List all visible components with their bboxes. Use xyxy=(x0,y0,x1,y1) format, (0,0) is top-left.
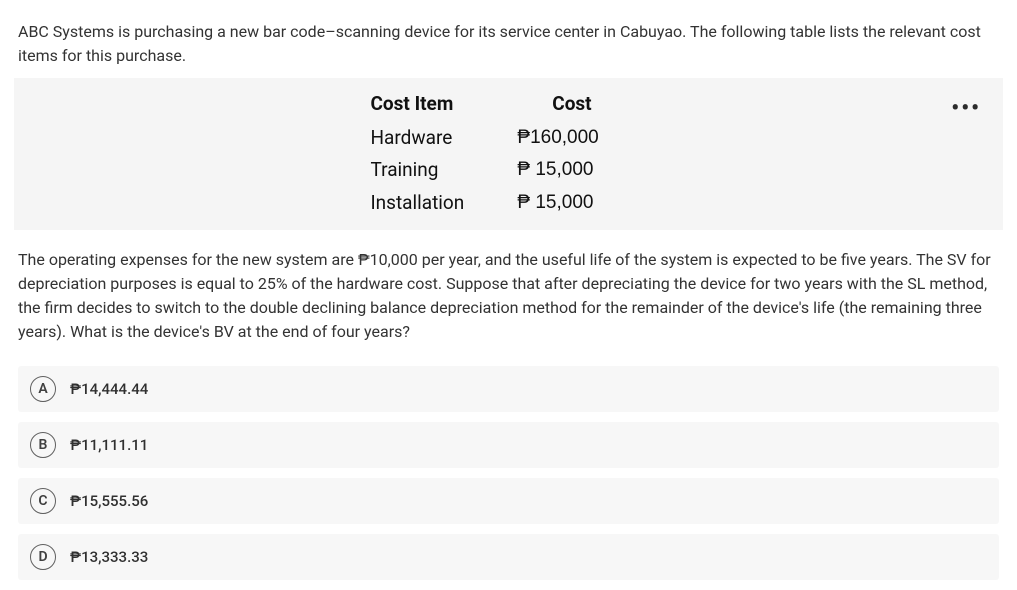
cell-item: Hardware xyxy=(371,123,516,154)
col-header-item: Cost Item xyxy=(371,88,516,121)
cell-cost: ₱ 15,000 xyxy=(517,155,646,186)
cell-cost: ₱ 15,000 xyxy=(517,188,646,219)
table-row: Training ₱ 15,000 xyxy=(371,155,647,186)
question-intro: ABC Systems is purchasing a new bar code… xyxy=(18,20,999,68)
cell-item: Training xyxy=(371,155,516,186)
choice-label: ₱13,333.33 xyxy=(70,546,148,569)
cell-item: Installation xyxy=(371,188,516,219)
question-body: The operating expenses for the new syste… xyxy=(18,248,999,344)
table-row: Installation ₱ 15,000 xyxy=(371,188,647,219)
cost-table-container: ••• Cost Item Cost Hardware ₱160,000 Tra… xyxy=(14,78,1003,230)
choice-letter: D xyxy=(30,544,56,570)
table-row: Hardware ₱160,000 xyxy=(371,123,647,154)
choice-letter: C xyxy=(30,488,56,514)
choice-letter: A xyxy=(30,376,56,402)
choice-label: ₱14,444.44 xyxy=(70,378,148,401)
table-header-row: Cost Item Cost xyxy=(371,88,647,121)
cost-table: Cost Item Cost Hardware ₱160,000 Trainin… xyxy=(369,86,649,220)
choice-a[interactable]: A ₱14,444.44 xyxy=(18,366,999,412)
choice-d[interactable]: D ₱13,333.33 xyxy=(18,534,999,580)
choice-label: ₱15,555.56 xyxy=(70,490,148,513)
choice-b[interactable]: B ₱11,111.11 xyxy=(18,422,999,468)
cell-cost: ₱160,000 xyxy=(517,123,646,154)
choice-letter: B xyxy=(30,432,56,458)
more-options-icon[interactable]: ••• xyxy=(951,92,981,125)
choice-label: ₱11,111.11 xyxy=(70,434,148,457)
col-header-cost: Cost xyxy=(517,88,646,121)
choice-c[interactable]: C ₱15,555.56 xyxy=(18,478,999,524)
